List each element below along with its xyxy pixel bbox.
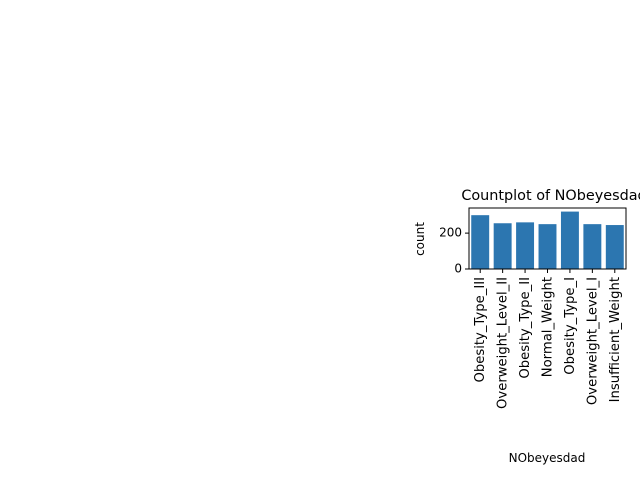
y-tick-labels: 0 200	[439, 226, 469, 276]
bar-overweight-level-i	[583, 224, 602, 269]
x-tick-label: Obesity_Type_III	[473, 277, 488, 383]
x-tick-label: Obesity_Type_II	[518, 277, 533, 379]
x-tick-labels: Obesity_Type_III Overweight_Level_II Obesi…	[473, 269, 623, 409]
x-tick-label: Overweight_Level_II	[496, 277, 511, 409]
y-tick-label: 0	[454, 262, 462, 276]
x-tick-label: Overweight_Level_I	[585, 277, 600, 405]
bar-obesity-type-i	[560, 211, 579, 269]
bars-layer	[471, 211, 624, 269]
y-axis-label: count	[413, 222, 427, 256]
x-axis-label: NObeyesdad	[509, 451, 586, 465]
bar-obesity-type-iii	[471, 215, 490, 269]
x-tick-label: Obesity_Type_I	[563, 277, 578, 375]
x-tick-label: Insufficient_Weight	[608, 277, 623, 402]
x-tick-label: Normal_Weight	[541, 277, 556, 377]
bar-insufficient-weight	[605, 225, 624, 269]
bar-normal-weight	[538, 224, 557, 269]
chart-title: Countplot of NObeyesdad	[461, 188, 640, 204]
bar-obesity-type-ii	[516, 222, 535, 269]
y-tick-label: 200	[439, 226, 462, 240]
bar-overweight-level-ii	[493, 223, 512, 269]
